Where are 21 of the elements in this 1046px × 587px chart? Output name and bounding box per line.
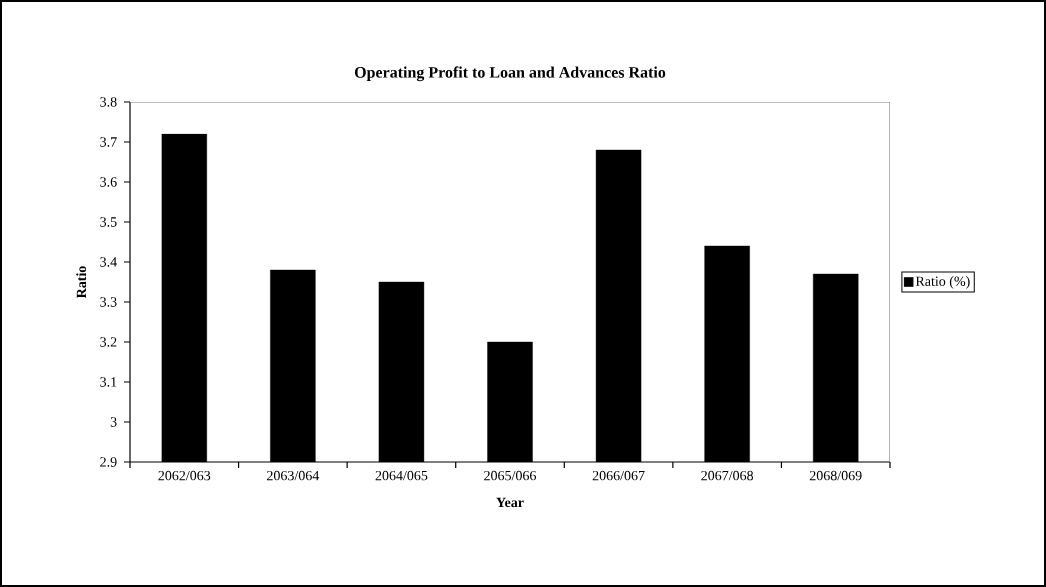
x-axis-title: Year [496,497,524,508]
y-tick-label: 3.1 [100,377,117,387]
x-tick-label: 2066/067 [592,470,645,481]
legend-label: Ratio (%) [915,276,970,289]
y-tick-label: 3.2 [100,337,117,347]
y-tick-label: 3.8 [100,97,117,107]
y-tick-label: 3.7 [100,137,117,147]
y-axis-title: Ratio [76,266,87,299]
x-tick-label: 2067/068 [701,470,754,481]
x-tick-label: 2064/065 [375,470,428,481]
x-tick-label: 2068/069 [809,470,862,481]
y-tick-label: 3 [110,417,117,427]
chart-title: Operating Profit to Loan and Advances Ratio [354,66,666,82]
y-tick-label: 3.6 [100,177,117,187]
x-tick-label: 2065/066 [484,470,537,481]
y-tick-label: 3.3 [100,297,117,307]
y-tick-label: 3.4 [100,257,117,267]
y-tick-label: 2.9 [100,457,117,467]
y-tick-label: 3.5 [100,217,117,227]
x-tick-label: 2063/064 [267,470,320,481]
x-tick-label: 2062/063 [158,470,211,481]
